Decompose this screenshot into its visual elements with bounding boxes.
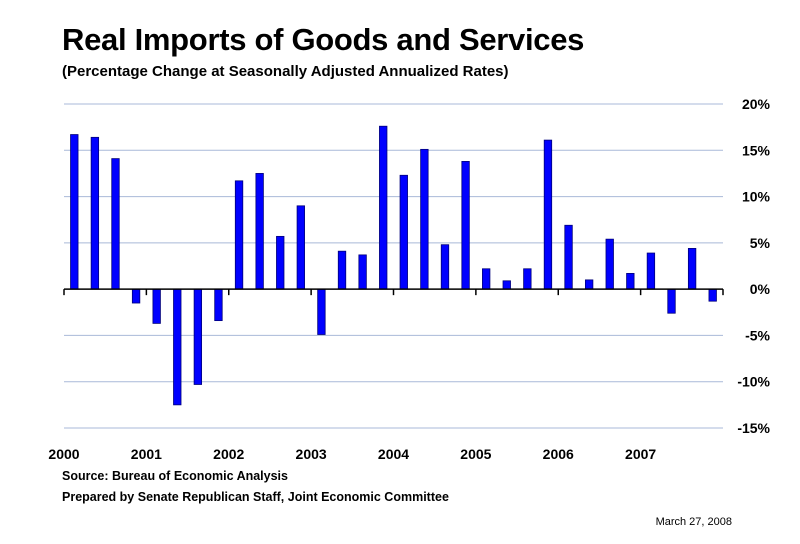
x-tick-label: 2007 <box>625 446 656 462</box>
y-tick-label: -10% <box>737 374 770 390</box>
bar <box>70 134 79 290</box>
bar <box>502 280 511 290</box>
bar <box>131 288 141 304</box>
source-note: Source: Bureau of Economic Analysis <box>62 469 288 483</box>
y-tick-label: 10% <box>742 189 771 205</box>
bar <box>296 205 305 290</box>
x-tick-label: 2006 <box>543 446 574 462</box>
x-axis-ticks: 2000 2001 2002 2003 2004 2005 2006 2007 <box>48 446 656 462</box>
y-tick-label: 5% <box>750 235 771 251</box>
x-tick-label: 2002 <box>213 446 244 462</box>
chart-title: Real Imports of Goods and Services <box>62 22 585 57</box>
bar <box>214 288 223 322</box>
y-tick-label: 20% <box>742 96 771 112</box>
y-axis-ticks: 20% 15% 10% 5% 0% -5% -10% -15% <box>737 96 770 436</box>
bar <box>337 250 347 290</box>
bar <box>584 279 594 290</box>
y-tick-label: 15% <box>742 142 771 158</box>
bar <box>379 125 388 290</box>
bar <box>317 288 326 335</box>
y-tick-label: 0% <box>750 281 771 297</box>
bar <box>543 139 553 290</box>
bar <box>626 273 635 290</box>
bar <box>708 288 717 302</box>
date-note: March 27, 2008 <box>655 516 732 528</box>
bar <box>420 148 429 290</box>
bar <box>90 136 100 290</box>
bar <box>440 244 450 290</box>
bar <box>687 248 697 290</box>
bar <box>111 158 120 290</box>
bar <box>482 268 491 290</box>
bar <box>667 288 676 314</box>
bar <box>234 180 244 290</box>
prepared-note: Prepared by Senate Republican Staff, Joi… <box>62 490 449 504</box>
bar <box>523 268 532 290</box>
bar <box>193 288 203 385</box>
x-tick-label: 2004 <box>378 446 409 462</box>
bar <box>358 254 367 290</box>
bar <box>399 174 408 290</box>
bar <box>152 288 161 324</box>
x-axis <box>63 288 724 296</box>
bar <box>173 288 182 406</box>
bar <box>646 252 656 290</box>
x-tick-label: 2005 <box>460 446 491 462</box>
bar <box>276 235 285 290</box>
bar <box>461 160 470 290</box>
gridlines <box>64 103 723 429</box>
bars <box>70 125 717 406</box>
chart-subtitle: (Percentage Change at Seasonally Adjuste… <box>62 63 509 80</box>
x-tick-label: 2001 <box>131 446 162 462</box>
bar <box>605 238 614 290</box>
x-tick-label: 2003 <box>296 446 327 462</box>
bar <box>564 224 573 290</box>
x-tick-label: 2000 <box>48 446 79 462</box>
y-tick-label: -15% <box>737 420 770 436</box>
y-tick-label: -5% <box>745 327 770 343</box>
bar <box>255 173 264 290</box>
